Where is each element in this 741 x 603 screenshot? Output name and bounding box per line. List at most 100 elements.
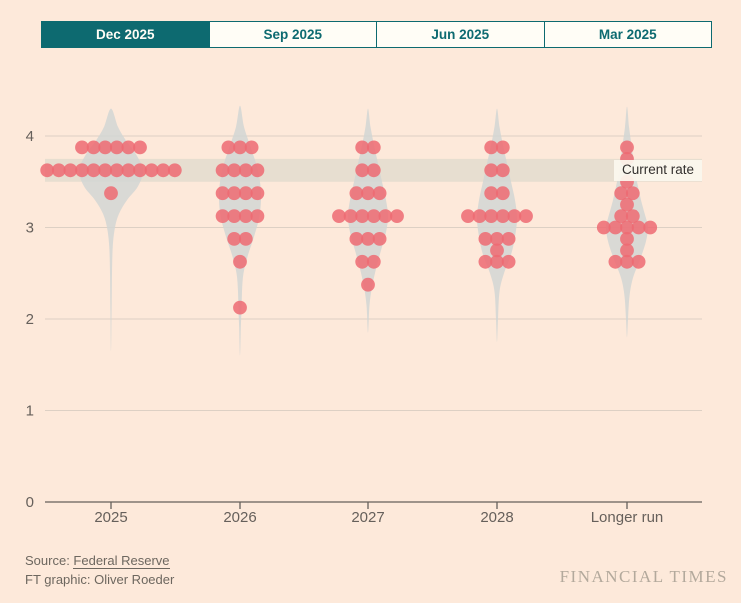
projection-dot <box>625 186 640 201</box>
current-rate-label: Current rate <box>613 160 702 181</box>
projection-dot <box>75 163 89 178</box>
projection-dot <box>643 220 658 235</box>
projection-dot <box>355 209 370 224</box>
projection-dot <box>366 140 381 155</box>
projection-dot <box>121 163 136 178</box>
tab-mar-2025[interactable]: Mar 2025 <box>544 22 711 47</box>
projection-dot <box>121 140 136 155</box>
projection-dot <box>233 140 247 155</box>
tab-sep-2025[interactable]: Sep 2025 <box>209 22 377 47</box>
projection-dot <box>250 209 265 224</box>
projection-dot <box>495 163 510 178</box>
projection-dot <box>215 209 230 224</box>
y-tick-label-2: 2 <box>26 311 34 328</box>
projection-dot <box>507 209 522 224</box>
projection-dot <box>250 186 265 201</box>
projection-dot <box>63 163 78 178</box>
x-axis-label-2026: 2026 <box>223 509 256 526</box>
projection-dot <box>484 163 499 178</box>
projection-dot <box>221 140 236 155</box>
projection-dot <box>472 209 487 224</box>
projection-dot <box>227 232 242 246</box>
projection-dot <box>98 163 113 178</box>
projection-dot <box>501 232 516 246</box>
projection-dot <box>519 209 533 224</box>
projection-dot <box>238 232 253 246</box>
projection-dot <box>495 209 510 224</box>
projection-dot <box>366 209 381 224</box>
projection-dot <box>495 186 510 201</box>
projection-dot <box>620 243 634 258</box>
y-tick-label-4: 4 <box>26 128 34 145</box>
graphic-credit: FT graphic: Oliver Roeder <box>25 572 175 587</box>
projection-dot <box>625 209 640 224</box>
source-link[interactable]: Federal Reserve <box>73 553 170 569</box>
source-prefix: Source: <box>25 553 74 568</box>
projection-dot <box>608 220 623 235</box>
projection-dot <box>490 254 504 269</box>
projection-dot <box>349 232 364 246</box>
y-tick-label-3: 3 <box>26 220 34 237</box>
projection-dot <box>490 243 504 258</box>
tab-jun-2025[interactable]: Jun 2025 <box>377 22 545 47</box>
projection-dot <box>631 254 646 269</box>
projection-dot <box>238 163 253 178</box>
projection-dot <box>233 254 247 269</box>
projection-dot <box>501 254 516 269</box>
projection-dot <box>614 209 629 224</box>
projection-dot <box>355 140 370 155</box>
projection-dot <box>355 163 370 178</box>
projection-dot <box>631 220 646 235</box>
projection-dot <box>227 163 242 178</box>
projection-dot <box>361 277 375 292</box>
projection-dot <box>372 186 387 201</box>
x-axis-label-2025: 2025 <box>94 509 127 526</box>
projection-dot <box>238 209 253 224</box>
tab-dec-2025[interactable]: Dec 2025 <box>42 22 210 47</box>
projection-dot <box>51 163 66 178</box>
violin-2028 <box>477 108 517 342</box>
projection-dot <box>109 140 124 155</box>
projection-dot <box>349 186 364 201</box>
projection-dot <box>390 209 404 224</box>
projection-dot <box>109 163 124 178</box>
projection-dot <box>133 163 147 178</box>
projection-dot <box>361 232 375 246</box>
projection-dot <box>75 140 89 155</box>
projection-dot <box>620 220 634 235</box>
projection-dot <box>215 163 230 178</box>
x-axis-label-2027: 2027 <box>351 509 384 526</box>
projection-dot <box>484 186 499 201</box>
projection-dot <box>366 163 381 178</box>
projection-dot <box>596 220 611 235</box>
projection-dot <box>250 163 265 178</box>
projection-dot <box>461 209 475 224</box>
projection-dot <box>372 232 387 246</box>
projection-dot <box>167 163 182 178</box>
projection-dot <box>614 186 629 201</box>
projection-dot <box>484 209 499 224</box>
projection-dot <box>244 140 259 155</box>
projection-dot <box>366 254 381 269</box>
projection-dot <box>361 186 375 201</box>
projection-dot <box>343 209 358 224</box>
projection-dot <box>495 140 510 155</box>
projection-dot <box>484 140 499 155</box>
x-axis-label-2028: 2028 <box>480 509 513 526</box>
projection-dot <box>620 140 634 155</box>
projection-dot <box>86 163 101 178</box>
period-tab-bar: Dec 2025 Sep 2025 Jun 2025 Mar 2025 <box>41 21 712 48</box>
projection-dot <box>86 140 101 155</box>
source-note: Source: Federal Reserve FT graphic: Oliv… <box>25 551 174 589</box>
projection-dot <box>133 140 147 155</box>
projection-dot <box>104 186 118 201</box>
source-line: Source: Federal Reserve <box>25 551 174 570</box>
projection-dot <box>144 163 159 178</box>
projection-dot <box>478 254 493 269</box>
y-tick-label-1: 1 <box>26 403 34 420</box>
projection-dot <box>490 232 504 246</box>
projection-dot <box>227 186 242 201</box>
projection-dot <box>156 163 171 178</box>
projection-dot <box>378 209 393 224</box>
